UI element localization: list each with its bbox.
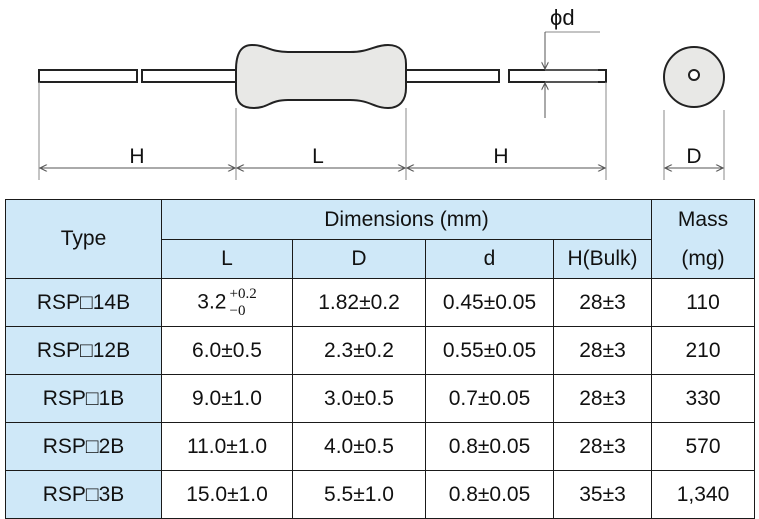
header-row-1: Type Dimensions (mm) Mass (mg) <box>5 199 756 279</box>
cell-h: 35±3 <box>552 470 653 519</box>
tol-minus: −0 <box>229 302 246 319</box>
table-row: RSP□3B 15.0±1.0 5.5±1.0 0.8±0.05 35±3 1,… <box>5 470 756 519</box>
header-type: Type <box>5 199 162 279</box>
end-view-lead <box>688 69 700 81</box>
right-lead-segment-1 <box>403 69 500 83</box>
label-h-left: H <box>129 145 144 168</box>
cell-mass: 210 <box>651 326 756 375</box>
cell-h: 28±3 <box>552 422 653 471</box>
cell-lead-d: 0.55±0.05 <box>425 326 554 375</box>
header-col-lead-d: d <box>425 239 554 279</box>
table-row: RSP□12B 6.0±0.5 2.3±0.2 0.55±0.05 28±3 2… <box>5 326 756 375</box>
spec-table: Type Dimensions (mm) Mass (mg) L D d H(B… <box>5 199 756 519</box>
right-lead-segment-2 <box>508 69 607 83</box>
left-lead-segment-1 <box>38 69 138 83</box>
cell-h: 28±3 <box>552 278 653 327</box>
cell-h: 28±3 <box>552 374 653 423</box>
label-l: L <box>312 145 324 168</box>
header-row-2: L D d H(Bulk) <box>6 239 755 279</box>
cell-type: RSP□1B <box>5 374 162 423</box>
cell-mass: 570 <box>651 422 756 471</box>
resistor-dimension-drawing: H L H D ϕd <box>38 5 725 180</box>
table-row: RSP□14B 3.2 +0.2 −0 1.82±0.2 0.45±0.05 28±… <box>5 278 756 327</box>
cell-l: 3.2 +0.2 −0 <box>161 278 293 327</box>
cell-type: RSP□14B <box>5 278 162 327</box>
label-d-diameter: D <box>686 145 701 168</box>
header-mass: Mass (mg) <box>651 199 756 279</box>
header-col-d: D <box>292 239 426 279</box>
header-mass-label: Mass <box>677 208 729 231</box>
header-col-h: H(Bulk) <box>552 239 653 279</box>
cell-l: 6.0±0.5 <box>161 326 293 375</box>
cell-l-value: 3.2 <box>197 290 227 314</box>
cell-mass: 110 <box>651 278 756 327</box>
cell-l: 11.0±1.0 <box>161 422 293 471</box>
left-lead-segment-2 <box>141 69 241 83</box>
cell-d: 5.5±1.0 <box>292 470 426 519</box>
cell-l: 15.0±1.0 <box>161 470 293 519</box>
cell-mass: 330 <box>651 374 756 423</box>
cell-type: RSP□3B <box>5 470 162 519</box>
label-lead-diameter: ϕd <box>550 5 575 30</box>
header-mass-unit: (mg) <box>681 247 725 270</box>
header-dimensions: Dimensions (mm) <box>160 199 653 240</box>
cell-l-tolerance: +0.2 −0 <box>229 286 256 320</box>
cell-lead-d: 0.45±0.05 <box>425 278 554 327</box>
table-row: RSP□2B 11.0±1.0 4.0±0.5 0.8±0.05 28±3 57… <box>5 422 756 471</box>
cell-type: RSP□2B <box>5 422 162 471</box>
resistor-body <box>235 43 407 110</box>
cell-mass: 1,340 <box>651 470 756 519</box>
cell-l: 9.0±1.0 <box>161 374 293 423</box>
cell-lead-d: 0.7±0.05 <box>425 374 554 423</box>
cell-h: 28±3 <box>552 326 653 375</box>
table-row: RSP□1B 9.0±1.0 3.0±0.5 0.7±0.05 28±3 330 <box>5 374 756 423</box>
header-col-l: L <box>161 239 293 279</box>
cell-d: 2.3±0.2 <box>292 326 426 375</box>
tol-plus: +0.2 <box>229 285 257 302</box>
cell-d: 1.82±0.2 <box>292 278 426 327</box>
cell-lead-d: 0.8±0.05 <box>425 470 554 519</box>
cell-lead-d: 0.8±0.05 <box>425 422 554 471</box>
cell-d: 4.0±0.5 <box>292 422 426 471</box>
cell-d: 3.0±0.5 <box>292 374 426 423</box>
cell-type: RSP□12B <box>5 326 162 375</box>
label-h-right: H <box>493 145 508 168</box>
